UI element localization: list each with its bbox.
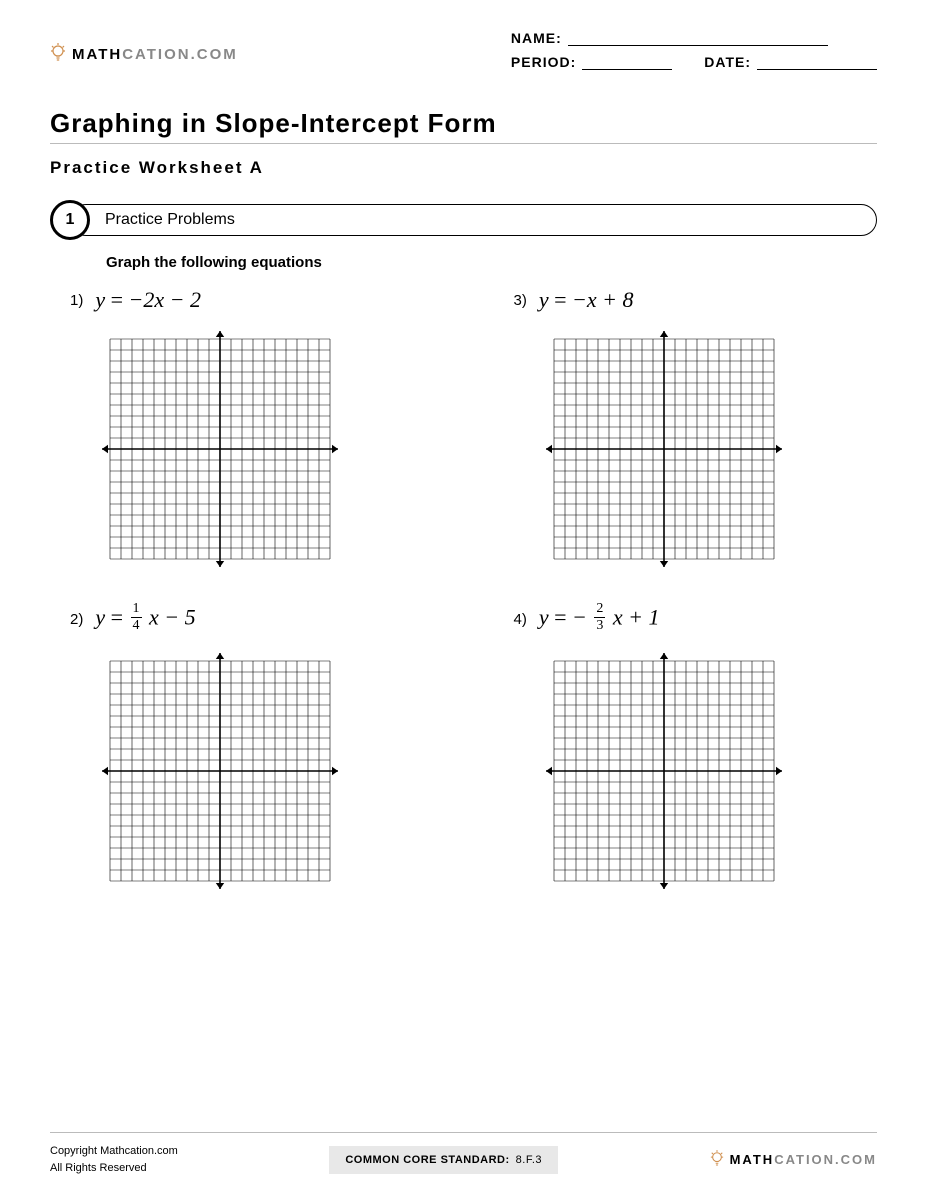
- coordinate-grid: [544, 329, 858, 574]
- brand-cation: CATION.COM: [774, 1152, 877, 1167]
- brand-logo: MATHCATION.COM: [50, 42, 238, 66]
- copyright-line2: All Rights Reserved: [50, 1160, 178, 1177]
- header-row: MATHCATION.COM NAME: PERIOD: DATE:: [50, 30, 877, 78]
- problem-number: 4): [514, 611, 527, 628]
- brand-cation: CATION.COM: [122, 46, 238, 63]
- problem-3: 3) y = −x + 8: [514, 287, 858, 574]
- brand-logo-footer: MATHCATION.COM: [710, 1149, 877, 1170]
- page-subtitle: Practice Worksheet A: [50, 158, 877, 178]
- date-label: DATE:: [704, 54, 751, 70]
- bulb-icon: [710, 1149, 724, 1170]
- coordinate-grid: [100, 329, 414, 574]
- date-blank[interactable]: [757, 56, 877, 70]
- problem-equation: y = 14 x − 5: [95, 604, 195, 635]
- student-fields: NAME: PERIOD: DATE:: [511, 30, 877, 78]
- problems-grid: 1) y = −2x − 2 3) y = −x + 8 2) y = 14 x…: [50, 287, 877, 896]
- name-label: NAME:: [511, 30, 562, 46]
- page-footer: Copyright Mathcation.com All Rights Rese…: [50, 1132, 877, 1176]
- problem-equation: y = −2x − 2: [95, 287, 201, 313]
- section-number: 1: [50, 200, 90, 240]
- problem-1: 1) y = −2x − 2: [70, 287, 414, 574]
- name-blank[interactable]: [568, 32, 828, 46]
- coordinate-grid: [544, 651, 858, 896]
- problem-equation: y = −x + 8: [539, 287, 634, 313]
- period-blank[interactable]: [582, 56, 672, 70]
- problem-2: 2) y = 14 x − 5: [70, 604, 414, 896]
- problem-number: 1): [70, 292, 83, 309]
- problem-number: 2): [70, 611, 83, 628]
- problem-number: 3): [514, 292, 527, 309]
- problem-equation: y = − 23 x + 1: [539, 604, 660, 635]
- ccs-label: COMMON CORE STANDARD:: [345, 1154, 509, 1166]
- problem-4: 4) y = − 23 x + 1: [514, 604, 858, 896]
- section-header: 1 Practice Problems: [50, 200, 877, 240]
- brand-math: MATH: [730, 1152, 775, 1167]
- section-label: Practice Problems: [70, 204, 877, 236]
- common-core-badge: COMMON CORE STANDARD: 8.F.3: [329, 1146, 558, 1174]
- copyright: Copyright Mathcation.com All Rights Rese…: [50, 1143, 178, 1176]
- period-label: PERIOD:: [511, 54, 576, 70]
- ccs-value: 8.F.3: [516, 1154, 542, 1166]
- coordinate-grid: [100, 651, 414, 896]
- brand-math: MATH: [72, 46, 122, 63]
- bulb-icon: [50, 42, 66, 66]
- page-title: Graphing in Slope-Intercept Form: [50, 108, 877, 139]
- title-rule: [50, 143, 877, 144]
- copyright-line1: Copyright Mathcation.com: [50, 1143, 178, 1160]
- instruction-text: Graph the following equations: [106, 254, 877, 271]
